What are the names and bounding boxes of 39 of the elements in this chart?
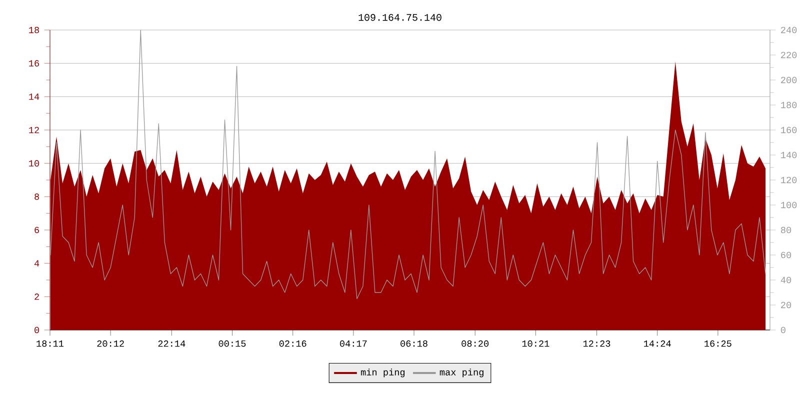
y2-tick-label: 200 [781, 76, 797, 84]
y2-tick-label: 140 [781, 152, 797, 158]
y2-tick-label: 120 [781, 176, 797, 184]
y2-tick-label: 40 [780, 276, 792, 284]
x-tick-label: 22:14 [158, 340, 186, 347]
y-tick-label: 18 [29, 26, 39, 34]
y-tick-label: 8 [34, 194, 39, 200]
x-tick-label: 20:12 [97, 340, 124, 347]
x-tick-label: 12:23 [583, 340, 610, 347]
legend-label: min ping [360, 368, 405, 378]
x-tick-label: 10:21 [522, 340, 550, 347]
x-tick-label: 00:15 [218, 340, 246, 347]
y2-tick-label: 60 [781, 252, 792, 258]
x-tick-label: 14:24 [644, 340, 671, 347]
x-tick-label: 06:18 [400, 340, 428, 347]
y-tick-label: 0 [34, 326, 40, 334]
y2-tick-label: 0 [780, 326, 786, 334]
x-tick-label: 04:17 [340, 340, 367, 347]
y-tick-label: 4 [34, 260, 40, 266]
y-tick-label: 6 [34, 226, 39, 234]
y-tick-label: 12 [29, 126, 39, 134]
y2-tick-label: 220 [781, 52, 797, 58]
line-series [50, 30, 766, 300]
x-tick-label: 16:25 [704, 340, 732, 347]
legend-label: max ping [440, 368, 484, 378]
y-tick-label: 10 [29, 160, 40, 166]
y2-tick-label: 20 [781, 302, 792, 308]
y2-tick-label: 240 [781, 26, 797, 34]
x-tick-label: 18:11 [36, 340, 64, 347]
y2-tick-label: 160 [781, 126, 797, 134]
y-tick-label: 14 [29, 94, 40, 100]
x-tick-label: 08:20 [462, 340, 489, 347]
chart-title: 109.164.75.140 [358, 14, 442, 21]
y-tick-label: 2 [34, 294, 39, 300]
x-tick-label: 02:16 [279, 340, 306, 347]
y2-tick-label: 180 [781, 102, 797, 108]
y-tick-label: 16 [29, 60, 39, 66]
y2-tick-label: 80 [781, 226, 792, 234]
y2-tick-label: 100 [781, 202, 797, 208]
